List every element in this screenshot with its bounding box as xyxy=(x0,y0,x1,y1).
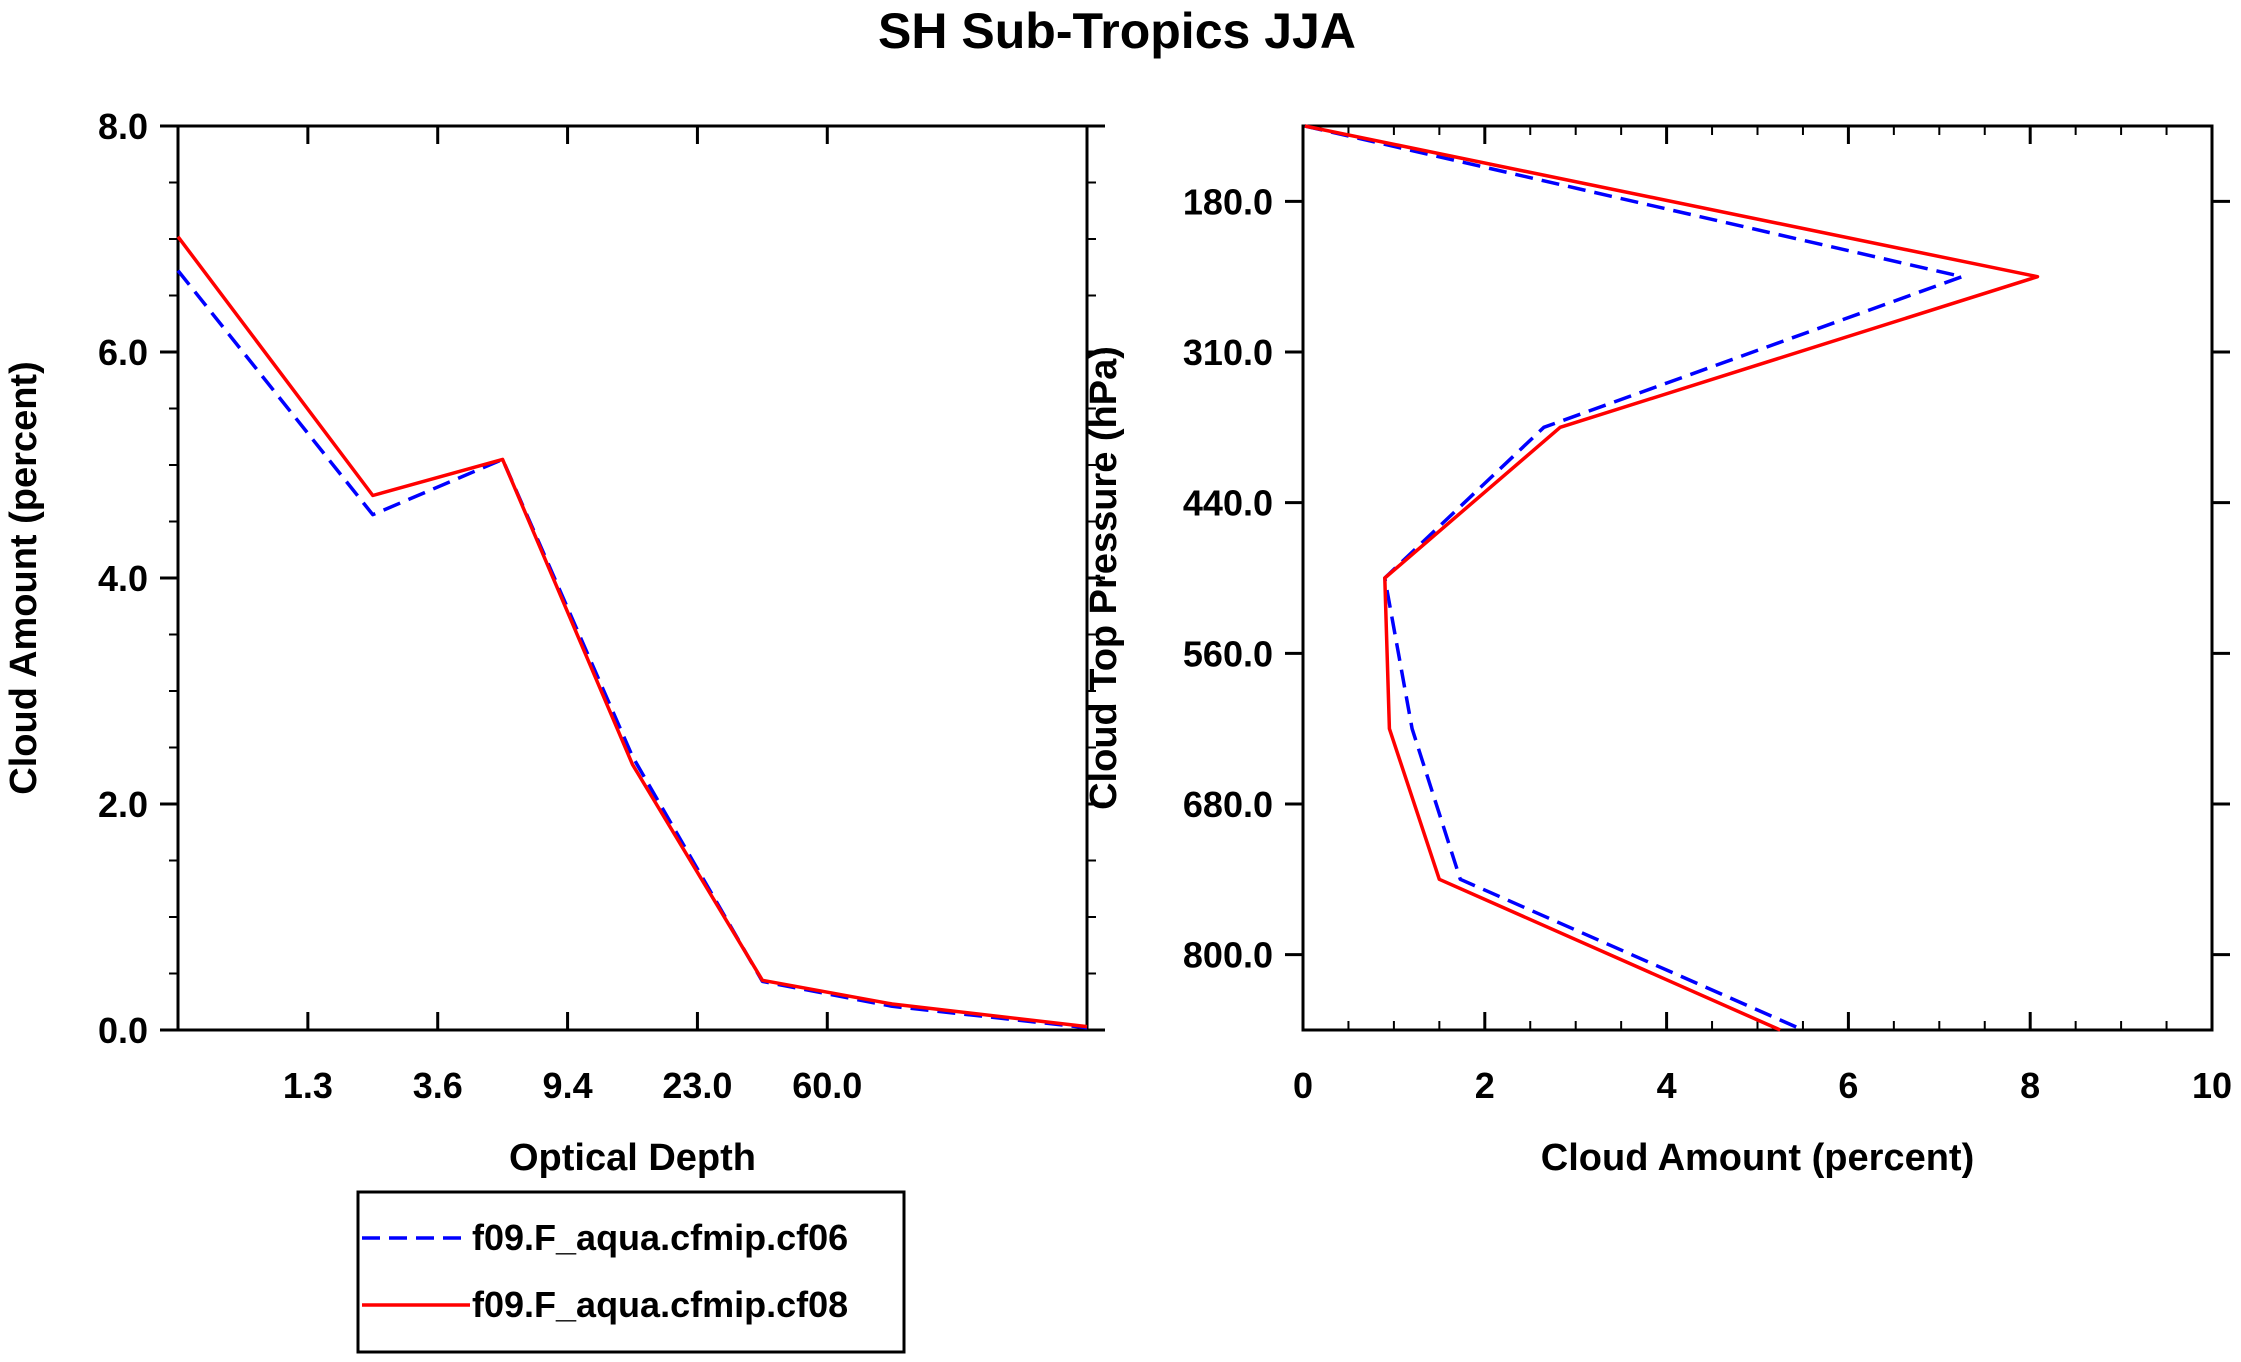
series-line-cf08 xyxy=(1304,124,2040,1032)
y-tick-label: 560.0 xyxy=(1183,633,1273,674)
cloud-top-pressure-panel: 0 2 4 6 8 10 180.0 310.0 440.0 560.0 680.0 800.0 Clo… xyxy=(1083,124,2232,1179)
x-tick-label: 9.4 xyxy=(543,1065,593,1106)
y-tick-label: 800.0 xyxy=(1183,935,1273,976)
x-tick-label: 1.3 xyxy=(283,1065,333,1106)
legend-label-cf06: f09.F_aqua.cfmip.cf06 xyxy=(472,1217,848,1258)
x-tick-label: 10 xyxy=(2192,1065,2232,1106)
legend-frame xyxy=(356,1190,906,1354)
y-tick-label: 310.0 xyxy=(1183,332,1273,373)
x-tick-label: 60.0 xyxy=(792,1065,862,1106)
y-tick-label: 0.0 xyxy=(98,1010,148,1051)
y-axis-label: Cloud Amount (percent) xyxy=(3,361,45,794)
figure-title: SH Sub-Tropics JJA xyxy=(878,3,1356,59)
series-line-cf06 xyxy=(176,269,1088,1030)
optical-depth-panel: 1.3 3.6 9.4 23.0 60.0 0.0 2.0 4.0 6.0 8.0 Optical … xyxy=(3,106,1105,1179)
series-line-cf08 xyxy=(176,235,1088,1029)
x-tick-label: 4 xyxy=(1657,1065,1677,1106)
plot-frame xyxy=(176,124,1089,1032)
y-tick-label: 180.0 xyxy=(1183,181,1273,222)
x-tick-label: 3.6 xyxy=(413,1065,463,1106)
x-tick-label: 0 xyxy=(1293,1065,1313,1106)
legend-label-cf08: f09.F_aqua.cfmip.cf08 xyxy=(472,1284,848,1325)
y-tick-label: 2.0 xyxy=(98,784,148,825)
y-tick-label: 440.0 xyxy=(1183,483,1273,524)
legend: f09.F_aqua.cfmip.cf06 f09.F_aqua.cfmip.c… xyxy=(356,1190,906,1354)
x-axis-label: Optical Depth xyxy=(509,1137,756,1179)
plot-frame xyxy=(1301,124,2214,1032)
x-tick-label: 2 xyxy=(1475,1065,1495,1106)
x-axis-label: Cloud Amount (percent) xyxy=(1541,1137,1974,1179)
x-tick-label: 8 xyxy=(2020,1065,2040,1106)
y-tick-label: 4.0 xyxy=(98,558,148,599)
x-tick-label: 6 xyxy=(1838,1065,1858,1106)
series-line-cf06 xyxy=(1304,124,1964,1032)
y-tick-label: 8.0 xyxy=(98,106,148,147)
y-axis-label: Cloud Top Pressure (hPa) xyxy=(1083,346,1125,810)
x-tick-label: 23.0 xyxy=(662,1065,732,1106)
y-tick-label: 680.0 xyxy=(1183,784,1273,825)
y-tick-label: 6.0 xyxy=(98,332,148,373)
